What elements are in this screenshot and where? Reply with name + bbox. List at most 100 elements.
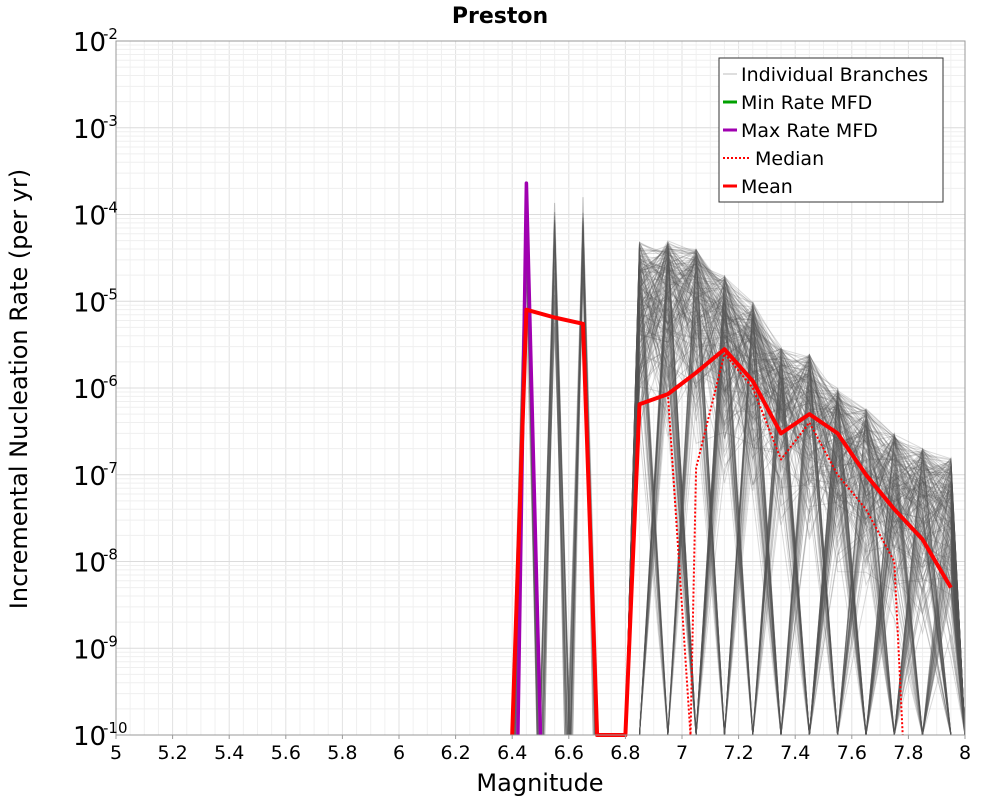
branch-line [624,260,965,736]
branch-line [625,241,965,736]
y-tick-base: 10 [73,635,106,665]
branch-line [624,243,966,736]
branch-line [624,248,966,736]
branch-line [625,301,965,736]
branch-line [624,257,966,736]
branch-line [624,262,966,736]
branch-line [624,271,966,736]
branch-line [625,254,966,736]
branch-line [624,259,965,736]
branch-line [539,272,570,736]
branch-line [624,245,966,736]
branch-line [624,285,966,736]
legend-label: Mean [741,176,793,198]
branch-line [624,245,966,736]
branch-line [625,324,966,736]
x-axis-ticks: 5 5.2 5.4 5.6 5.8 6 6.2 6.4 6.6 6.8 7 7.2 7.4 7.6 7.8 8 [110,735,971,764]
branch-line [624,246,966,736]
y-tick-exponent: -8 [103,546,118,564]
branch-line [625,263,966,736]
legend-item: Mean [723,176,793,198]
branch-line [624,248,965,736]
branch-line [625,250,966,736]
branch-line [624,289,965,736]
branch-line [625,259,966,736]
branch-line [624,255,966,736]
branch-line [624,262,965,736]
series-line-max-rate-mfd [516,181,543,736]
branch-line [624,308,966,736]
branch-line [624,307,966,736]
chart-title: Preston [452,4,548,29]
branch-line [624,242,966,736]
branch-line [625,257,965,736]
x-tick-label: 6.2 [440,742,470,764]
branch-line [625,334,966,736]
y-tick-exponent: -5 [103,285,118,303]
branch-line [624,243,966,736]
branch-line [624,260,966,736]
x-tick-label: 6.4 [497,742,527,764]
y-tick-label: 10-3 [73,112,118,145]
branch-line [624,241,966,736]
y-tick-exponent: -7 [103,459,118,477]
branch-line [624,248,965,736]
y-tick-exponent: -6 [103,372,118,390]
y-tick-base: 10 [73,28,106,58]
branch-line [624,305,965,736]
branch-line [624,248,965,736]
legend: Individual Branches Min Rate MFD Max Rate … [718,57,944,203]
branch-line [624,262,966,736]
branch-line [625,293,966,736]
branch-line [624,254,966,736]
branch-line [544,262,566,736]
x-tick-label: 6.8 [610,742,640,764]
branch-line [624,321,966,736]
branch-line [625,276,966,736]
branch-line [624,247,966,736]
branch-line [624,308,965,736]
branch-line [625,260,966,736]
branch-line [625,284,965,736]
branch-line [624,256,966,736]
series-lines [510,181,953,737]
branch-line [624,254,965,736]
branch-line [624,258,965,736]
branch-line [624,247,966,736]
branch-line [624,296,966,736]
branch-line [624,268,966,736]
branch-line [624,279,966,736]
branch-line [624,251,966,736]
y-tick-base: 10 [73,115,106,145]
branch-line [538,248,571,736]
branch-line [624,245,966,736]
y-tick-exponent: -3 [103,112,118,130]
y-tick-label: 10-4 [73,199,118,232]
branch-line [624,260,966,736]
branch-line [538,226,571,736]
branch-line [624,260,966,736]
y-tick-label: 10-5 [73,285,118,318]
branch-line [539,223,570,736]
branch-line [624,247,966,736]
branch-line [624,256,965,736]
branch-line [541,294,568,736]
branch-line [624,262,966,736]
branch-line [624,254,966,736]
branch-line [624,249,966,736]
series-line-median [511,308,904,736]
branch-line [624,266,966,736]
branch-line [538,241,571,736]
legend-label: Min Rate MFD [741,92,872,114]
branch-line [624,247,966,736]
branch-line [624,270,966,736]
branch-line [624,244,966,736]
branch-line [624,269,966,736]
y-tick-base: 10 [73,375,106,405]
branch-line [624,262,966,736]
branch-line [624,273,966,736]
branch-line [624,282,966,736]
branch-line [624,308,965,736]
y-tick-exponent: -2 [103,25,118,43]
